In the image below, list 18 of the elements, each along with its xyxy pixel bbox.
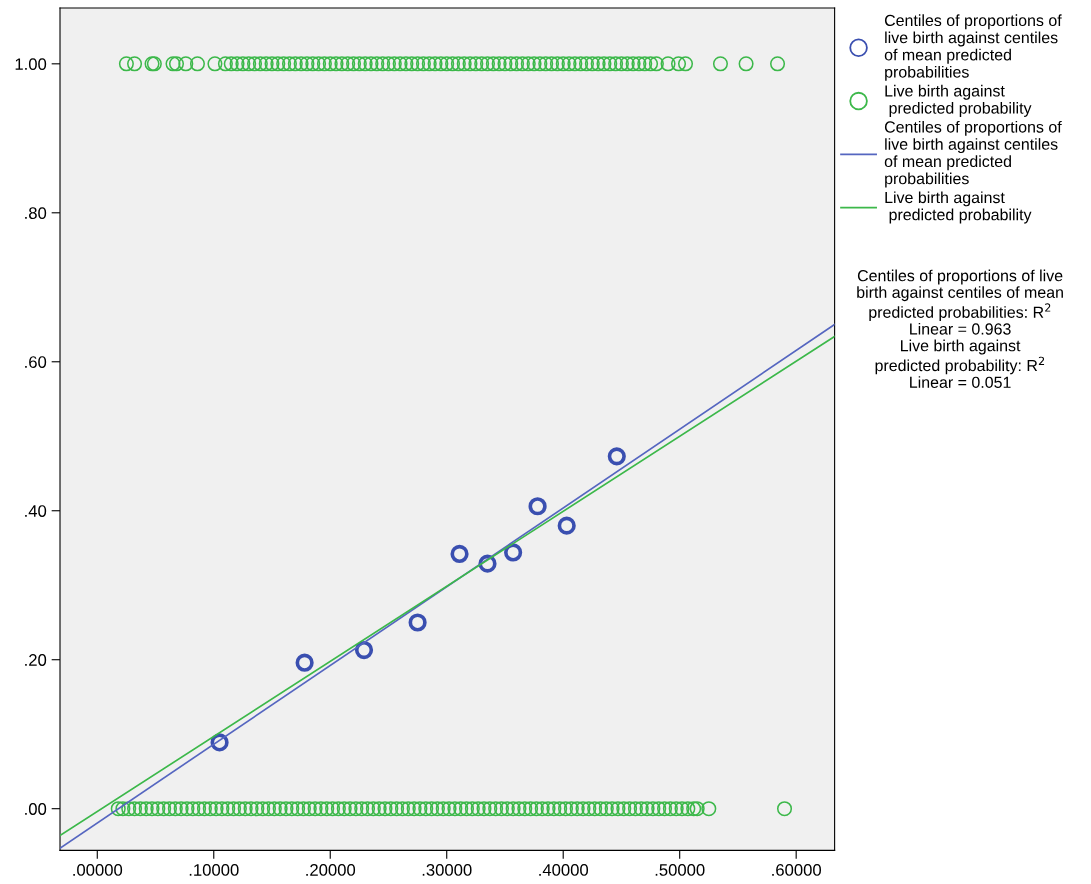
y-tick-label: .40: [25, 505, 47, 517]
x-tick-label: .40000: [539, 864, 589, 876]
y-tick-label: .80: [25, 207, 47, 219]
x-tick-label: .00000: [73, 864, 123, 876]
y-tick-label: .00: [25, 803, 47, 815]
y-tick-label: .20: [25, 654, 47, 666]
legend-label: Live birth against predicted probability: [885, 191, 1032, 224]
legend-label: Centiles of proportions of live birth against centiles of mean predicted probabilities: [884, 120, 1062, 188]
x-tick-label: .30000: [422, 864, 472, 876]
x-tick-label: .10000: [189, 864, 239, 876]
legend-label: Centiles of proportions of live birth against centiles of mean predicted probabilities: [884, 14, 1062, 81]
x-tick-label: .60000: [772, 864, 822, 876]
y-tick-label: .60: [25, 356, 47, 368]
legend-label: Live birth against predicted probability: [885, 84, 1032, 117]
y-tick-label: 1.00: [15, 58, 47, 71]
x-tick-label: .50000: [655, 864, 705, 876]
text: Centiles of proportions of live birth against centiles of mean predicted probabilities: R$^{2}$ Linear = 0.963 Live birth against predicted probability: R$^{2}$ Linear = 0.051: [857, 269, 1063, 388]
x-tick-label: .20000: [306, 864, 356, 876]
